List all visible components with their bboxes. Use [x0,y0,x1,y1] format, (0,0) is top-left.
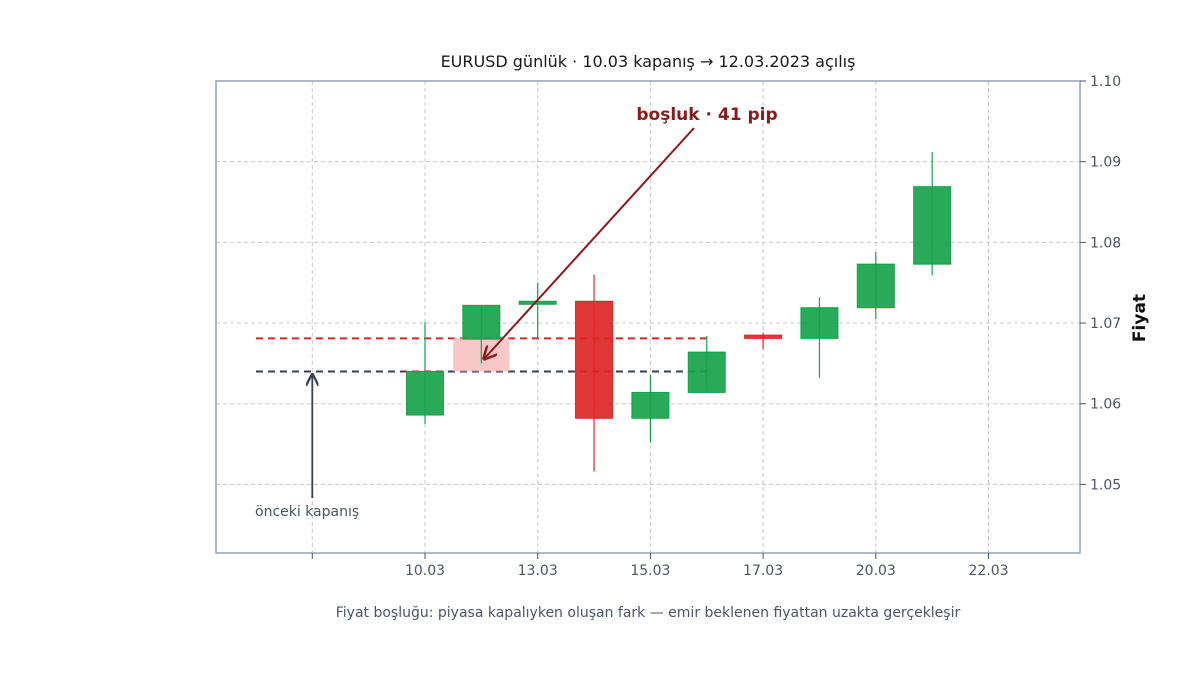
x-tick-label: 13.03 [518,563,558,579]
candle-body [913,186,952,265]
annotations [312,127,695,498]
candle-body [800,307,839,339]
grid-lines [216,80,1080,553]
chart-title: EURUSD günlük · 10.03 kapanış → 12.03.20… [441,52,856,71]
candle-body [406,370,444,416]
y-tick-label: 1.08 [1090,235,1121,251]
y-tick-label: 1.07 [1090,316,1121,332]
x-tick-label: 10.03 [405,563,445,579]
candle-body [687,351,726,393]
x-axis: 10.03 13.03 15.03 17.03 20.03 22.03 [311,553,1009,579]
x-tick-label: 20.03 [856,563,896,579]
gap-arrow [484,127,695,359]
chart-caption: Fiyat boşluğu: piyasa kapalıyken oluşan … [336,605,961,621]
y-axis-label: Fiyat [1130,294,1150,342]
plot-frame [215,80,1081,554]
candle-body [856,263,895,309]
candle-body [518,300,557,305]
reference-lines [255,337,707,373]
candle-body [575,300,614,419]
x-tick-label: 17.03 [743,563,783,579]
previous-close-label: önceki kapanış [255,504,359,520]
candle-body [744,334,783,339]
y-axis: 1.05 1.06 1.07 1.08 1.09 1.10 [1080,74,1121,493]
x-tick-label: 22.03 [968,563,1008,579]
y-tick-label: 1.09 [1090,155,1121,171]
y-tick-label: 1.05 [1090,477,1121,493]
y-tick-label: 1.06 [1090,397,1121,413]
candles [406,152,952,472]
candle-body [631,391,670,419]
gap-annotation-label: boşluk · 41 pip [636,105,777,125]
y-tick-label: 1.10 [1090,74,1121,90]
candle-body [462,304,501,340]
x-tick-label: 15.03 [630,563,670,579]
